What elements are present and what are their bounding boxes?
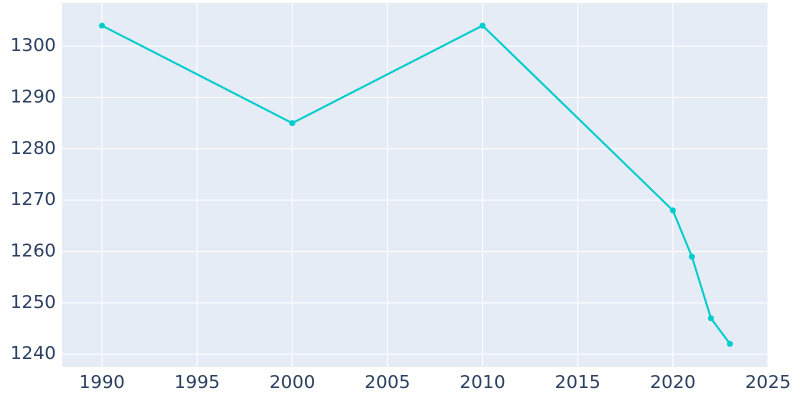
x-tick-label: 1995 — [174, 372, 220, 393]
marker — [479, 22, 486, 29]
marker — [669, 207, 676, 214]
y-tick-label: 1270 — [10, 189, 56, 210]
marker — [289, 120, 296, 127]
y-tick-label: 1240 — [10, 343, 56, 364]
plot-area — [62, 3, 768, 367]
y-tick-label: 1280 — [10, 138, 56, 159]
x-tick-label: 2020 — [650, 372, 696, 393]
marker — [707, 315, 714, 322]
y-tick-label: 1290 — [10, 86, 56, 107]
x-tick-label: 1990 — [79, 372, 125, 393]
x-tick-label: 2005 — [365, 372, 411, 393]
y-tick-label: 1300 — [10, 35, 56, 56]
marker — [688, 253, 695, 260]
x-tick-label: 2000 — [269, 372, 315, 393]
x-tick-label: 2025 — [745, 372, 791, 393]
marker — [726, 340, 733, 347]
x-tick-label: 2010 — [460, 372, 506, 393]
y-tick-label: 1260 — [10, 240, 56, 261]
marker — [98, 22, 105, 29]
x-tick-label: 2015 — [555, 372, 601, 393]
y-tick-label: 1250 — [10, 292, 56, 313]
